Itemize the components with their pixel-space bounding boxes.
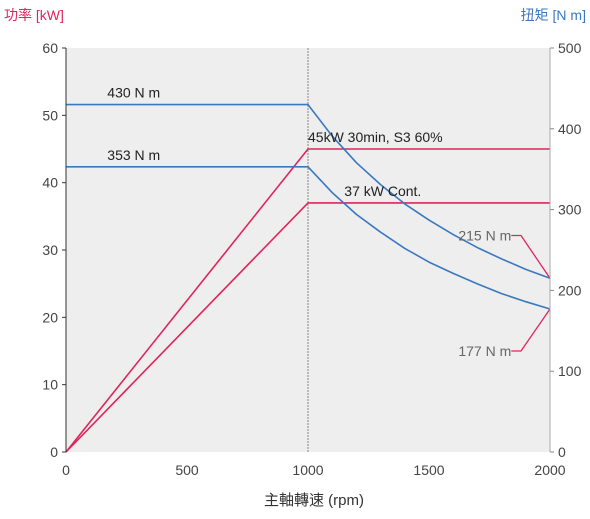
x-tick-label: 500 bbox=[175, 462, 199, 478]
left-tick-label: 20 bbox=[42, 309, 58, 325]
left-tick-label: 0 bbox=[50, 444, 58, 460]
right-tick-label: 400 bbox=[558, 121, 582, 137]
power-curve-0 bbox=[65, 148, 550, 453]
power-curve-1 bbox=[65, 202, 550, 453]
left-tick-label: 40 bbox=[42, 175, 58, 191]
torque-curve-3 bbox=[66, 166, 551, 310]
left-tick-label: 60 bbox=[42, 40, 58, 56]
annotation-label: 177 N m bbox=[458, 343, 511, 359]
leader-line-0 bbox=[511, 234, 551, 279]
annotation-label: 37 kW Cont. bbox=[344, 183, 421, 199]
right-tick-label: 200 bbox=[558, 282, 582, 298]
left-tick-label: 50 bbox=[42, 107, 58, 123]
right-axis-title: 扭矩 [N m] bbox=[521, 7, 586, 23]
annotation-label: 45kW 30min, S3 60% bbox=[308, 129, 443, 145]
x-tick-label: 1000 bbox=[292, 462, 323, 478]
left-tick-label: 30 bbox=[42, 242, 58, 258]
x-tick-label: 0 bbox=[62, 462, 70, 478]
annotation-label: 353 N m bbox=[107, 147, 160, 163]
torque-curve-2 bbox=[66, 103, 551, 280]
left-axis-title: 功率 [kW] bbox=[4, 7, 64, 23]
right-tick-label: 0 bbox=[558, 444, 566, 460]
axes: 0 10 20 30 40 50 60 0 100 200 300 400 500 0 500 1000 150… bbox=[42, 40, 581, 478]
left-tick-label: 10 bbox=[42, 377, 58, 393]
right-tick-label: 500 bbox=[558, 40, 582, 56]
series-lines bbox=[65, 103, 551, 453]
annotations: 430 N m 353 N m 45kW 30min, S3 60% 37 kW Co… bbox=[107, 85, 511, 359]
leader-line-1 bbox=[511, 308, 551, 352]
x-tick-label: 2000 bbox=[534, 462, 565, 478]
right-tick-label: 100 bbox=[558, 363, 582, 379]
annotation-label: 215 N m bbox=[458, 227, 511, 243]
right-tick-label: 300 bbox=[558, 202, 582, 218]
x-axis-title: 主軸轉速 (rpm) bbox=[264, 492, 364, 509]
leader-lines bbox=[511, 234, 551, 352]
annotation-label: 430 N m bbox=[107, 85, 160, 101]
x-tick-label: 1500 bbox=[413, 462, 444, 478]
